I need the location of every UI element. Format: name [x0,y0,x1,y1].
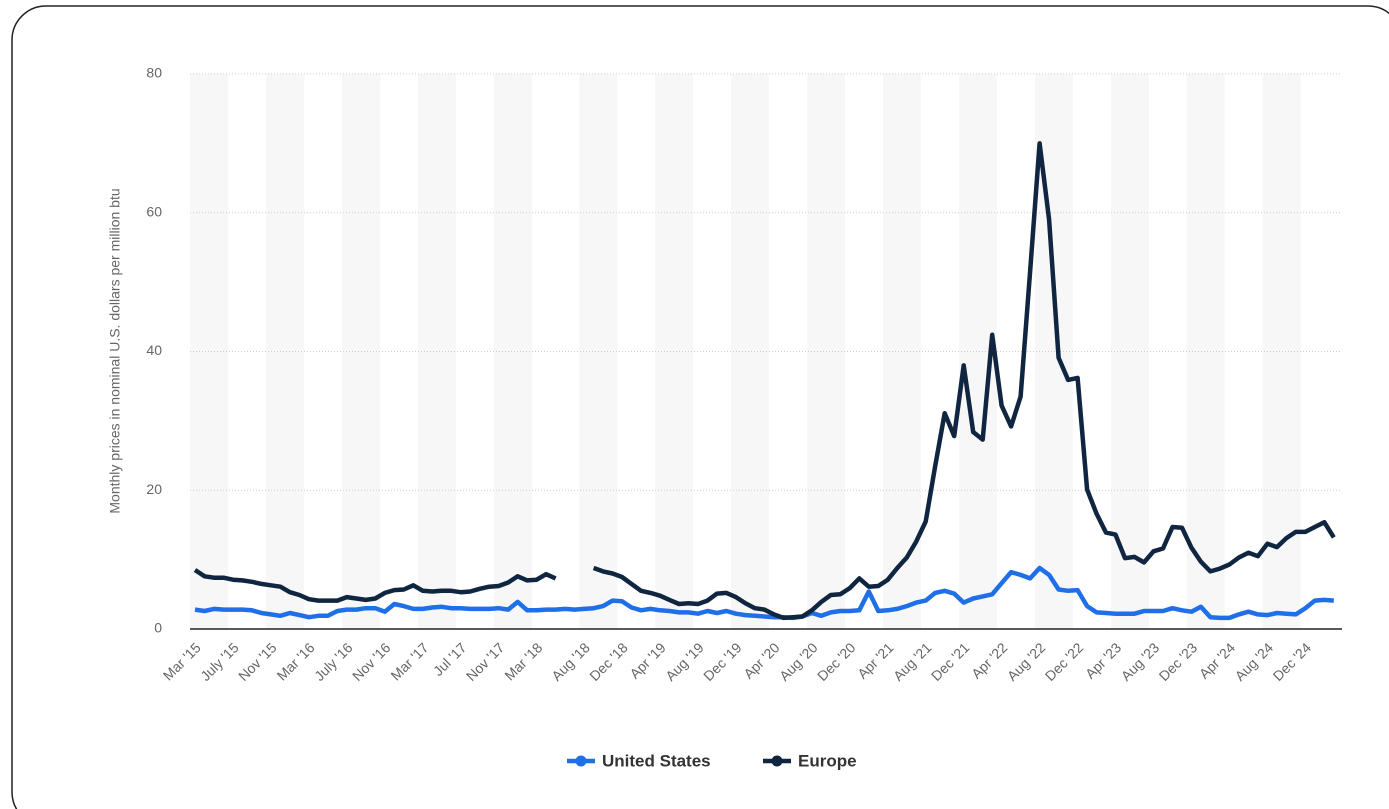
legend-label: Europe [798,751,857,770]
stripe [655,74,694,629]
legend-item: Europe [763,751,857,770]
stripe [190,74,229,629]
y-tick-label: 0 [154,620,162,636]
series-line [194,565,1334,621]
y-tick-label: 80 [146,65,162,81]
series-line [193,141,1336,621]
legend-label: United States [602,751,711,770]
stripe [731,74,770,629]
y-tick-label: 20 [146,481,162,497]
y-tick-label: 60 [146,203,162,219]
stripe [266,74,305,629]
stripe [493,74,532,629]
y-tick-label: 40 [146,342,162,358]
y-axis-title: Monthly prices in nominal U.S. dollars p… [107,188,123,513]
stripe [1186,74,1225,629]
legend-marker [771,755,783,767]
legend-marker [575,755,587,767]
legend-item: United States [567,751,711,770]
